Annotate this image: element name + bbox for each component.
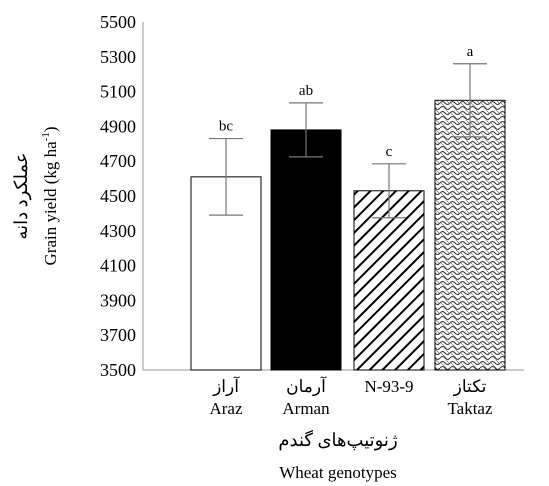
y-tick-label: 5100 (100, 82, 136, 102)
significance-letter: a (467, 44, 474, 60)
y-axis-title-en-main: Grain yield (kg ha (41, 141, 60, 266)
bar (434, 99, 506, 371)
error-bar (453, 63, 487, 138)
x-category-label: Araz (209, 399, 242, 418)
y-tick-label: 4500 (100, 186, 136, 206)
x-axis-title-en: Wheat genotypes (279, 463, 397, 482)
bars (190, 99, 506, 371)
error-bar (209, 137, 243, 216)
x-category-label: Arman (282, 399, 330, 418)
error-bar (289, 102, 323, 158)
error-bars (209, 63, 487, 219)
x-axis-title-fa: ژنوتیپ‌های گندم (278, 429, 397, 451)
y-tick-label: 4100 (100, 256, 136, 276)
error-bar (372, 163, 406, 219)
y-axis-title-en: Grain yield (kg ha-1) (40, 127, 60, 266)
y-tick-label: 3900 (100, 290, 136, 310)
significance-letter: c (386, 144, 393, 160)
significance-letters: bc ab c a (219, 44, 474, 160)
y-tick-label: 3500 (100, 360, 136, 380)
y-axis-title-en-close: ) (41, 127, 60, 133)
y-tick-label: 4900 (100, 116, 136, 136)
y-tick-label: 4300 (100, 221, 136, 241)
y-tick-label: 5500 (100, 12, 136, 32)
y-tick-label: 5300 (100, 47, 136, 67)
x-category-label: Taktaz (447, 399, 493, 418)
y-tick-label: 4700 (100, 151, 136, 171)
x-category-label-fa: تکتاز (453, 377, 487, 397)
y-tick-labels: 3500 3700 3900 4100 4300 4500 4700 4900 5100 5300… (100, 12, 136, 380)
x-category-label-fa: آرمان (286, 375, 327, 397)
bar (270, 129, 342, 371)
y-axis-title-fa: عملکرد دانه (11, 152, 32, 239)
significance-letter: ab (299, 83, 313, 99)
y-axis-title-en-sup: -1 (40, 132, 52, 141)
x-category-label: N-93-9 (364, 377, 413, 396)
significance-letter: bc (219, 119, 234, 135)
x-category-labels: آراز Araz آرمان Arman N-93-9 تکتاز Taktaz (209, 375, 492, 418)
x-category-label-fa: آراز (212, 375, 240, 397)
y-tick-label: 3700 (100, 325, 136, 345)
